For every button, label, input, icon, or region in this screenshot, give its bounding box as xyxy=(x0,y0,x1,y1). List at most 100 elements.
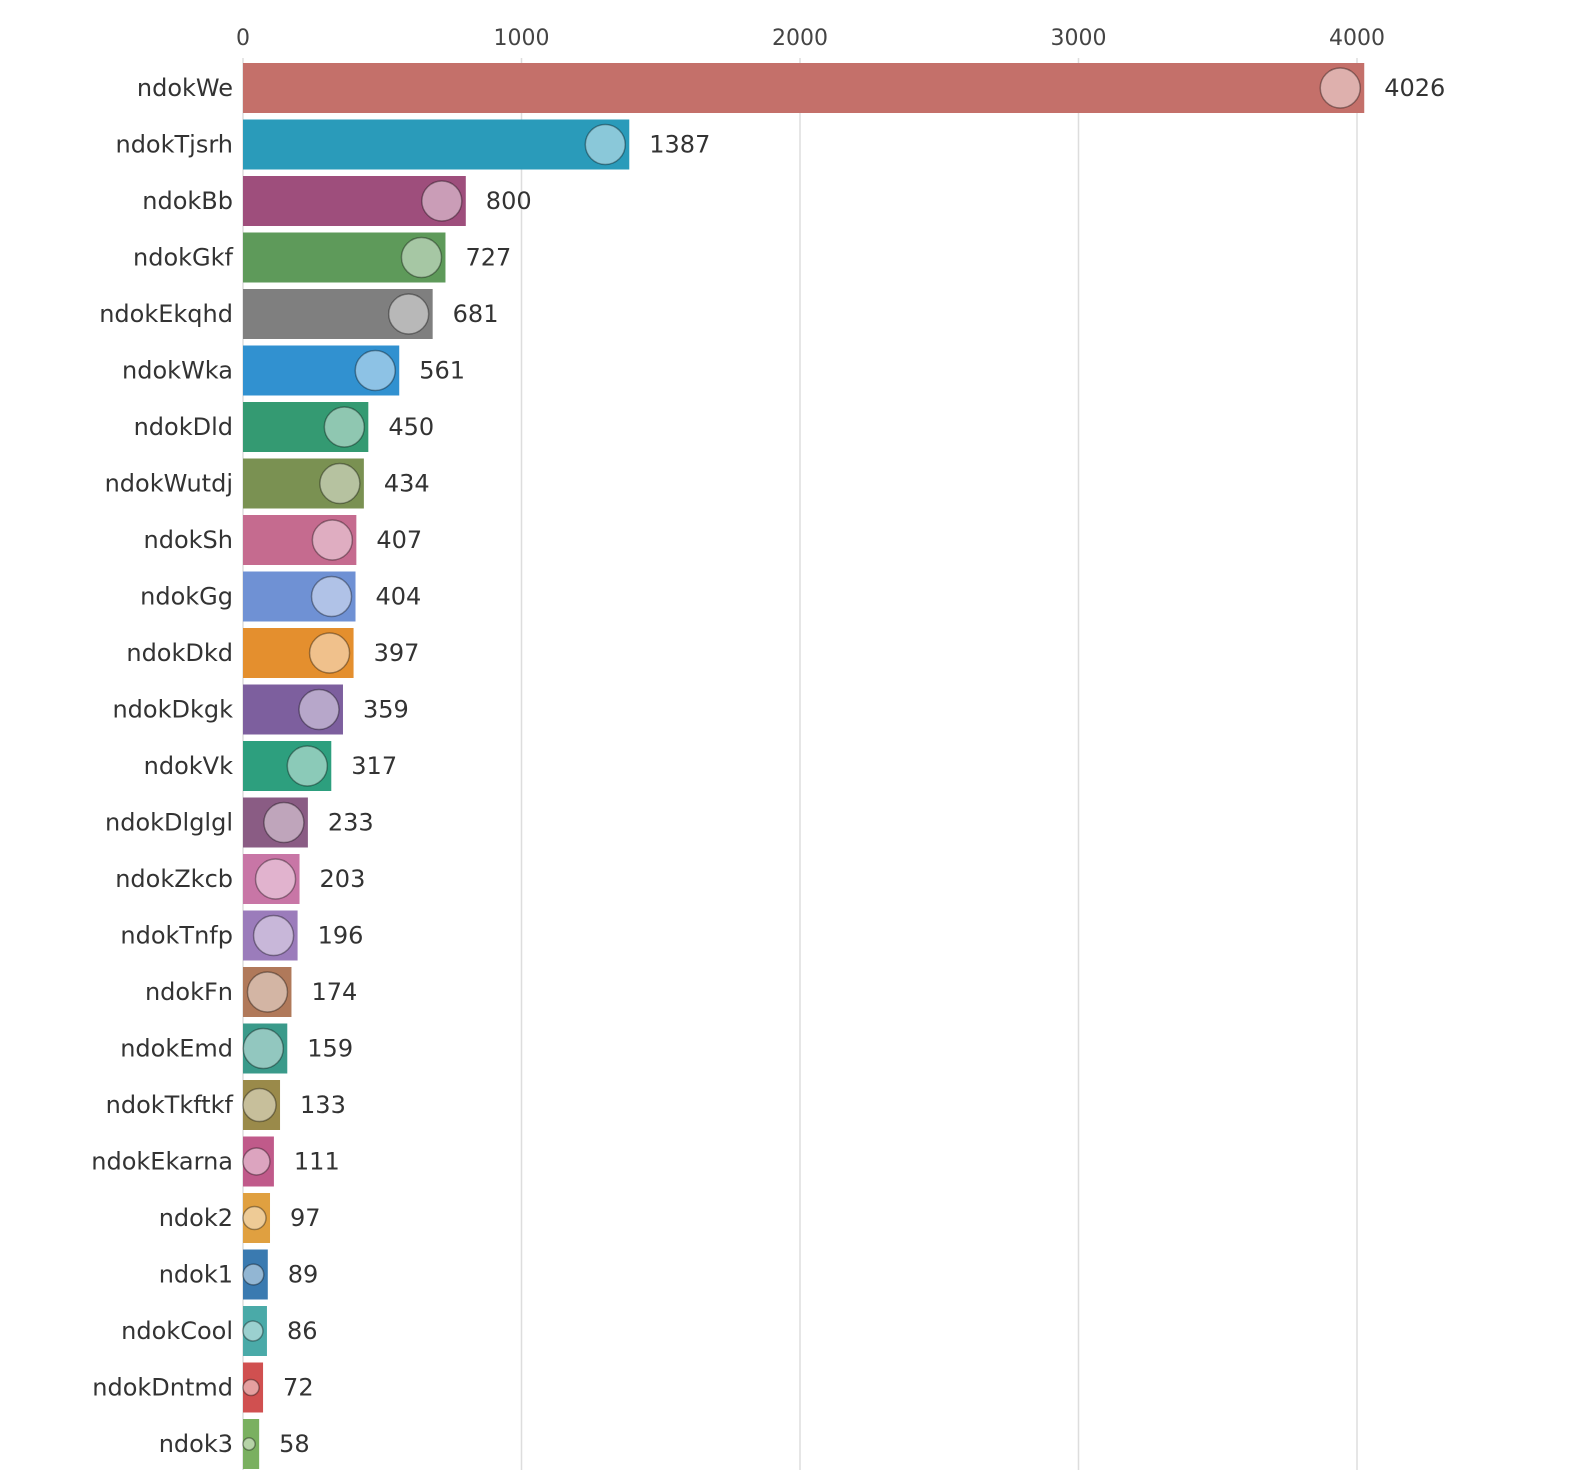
bar xyxy=(243,1023,288,1074)
category-label: ndokCool xyxy=(121,1317,233,1345)
emote-icon xyxy=(242,1205,267,1231)
category-label: ndokDntmd xyxy=(92,1374,233,1402)
value-label: 58 xyxy=(279,1430,310,1458)
emote-icon xyxy=(323,406,366,448)
bar xyxy=(243,910,298,961)
emote-icon xyxy=(242,1087,277,1123)
emote-icon xyxy=(308,632,351,674)
value-label: 727 xyxy=(465,244,511,272)
bar-row-ndokWka: ndokWka 561 xyxy=(122,345,465,396)
bar-row-ndokEmd: ndokEmd 159 xyxy=(120,1023,353,1074)
category-label: ndokWutdj xyxy=(105,470,233,498)
emote-icon xyxy=(242,1027,285,1070)
value-label: 89 xyxy=(288,1261,319,1289)
bar-row-ndokDld: ndokDld 450 xyxy=(134,402,434,452)
emote-icon xyxy=(310,575,353,618)
value-label: 800 xyxy=(486,187,532,215)
category-label: ndokBb xyxy=(142,187,233,215)
bar xyxy=(243,1249,268,1300)
bar xyxy=(243,1136,274,1187)
value-label: 174 xyxy=(311,978,357,1006)
bar-row-ndok3: ndok3 58 xyxy=(159,1419,310,1469)
bar-row-ndokDlglgl: ndokDlglgl 233 xyxy=(105,797,374,848)
emote-icon xyxy=(263,801,305,844)
bar-row-ndokWutdj: ndokWutdj 434 xyxy=(105,458,430,509)
bar-row-ndokDkd: ndokDkd 397 xyxy=(126,628,419,678)
emote-icon xyxy=(242,1437,256,1451)
x-tick-label: 1000 xyxy=(494,26,550,51)
emote-icon xyxy=(387,293,430,335)
category-label: ndokGg xyxy=(140,583,233,611)
value-label: 4026 xyxy=(1384,74,1445,102)
category-label: ndokDld xyxy=(134,413,233,441)
value-label: 72 xyxy=(283,1374,314,1402)
emote-icon xyxy=(311,519,354,561)
bar-row-ndokBb: ndokBb 800 xyxy=(142,176,532,226)
bar xyxy=(243,967,292,1017)
bar-row-ndokWe: ndokWe 4026 xyxy=(137,63,1445,113)
bar xyxy=(243,119,630,170)
value-label: 203 xyxy=(320,865,366,893)
category-label: ndokEkqhd xyxy=(99,300,233,328)
bar-row-ndokCool: ndokCool 86 xyxy=(121,1306,317,1356)
value-label: 317 xyxy=(351,752,397,780)
value-label: 111 xyxy=(294,1148,340,1176)
category-label: ndokEkarna xyxy=(91,1148,233,1176)
emote-icon xyxy=(286,745,329,787)
bar-row-ndok1: ndok1 89 xyxy=(159,1249,319,1300)
bar xyxy=(243,458,364,509)
bar xyxy=(243,797,308,848)
value-label: 407 xyxy=(376,526,422,554)
x-tick-label: 3000 xyxy=(1051,26,1107,51)
value-label: 397 xyxy=(374,639,420,667)
bar xyxy=(243,854,300,904)
x-axis-ticks: 0 1000 2000 3000 4000 xyxy=(236,26,1385,51)
emote-icon xyxy=(246,971,289,1013)
bar-row-ndokTjsrh: ndokTjsrh 1387 xyxy=(115,119,710,170)
bar xyxy=(243,628,354,678)
bar-row-ndok2: ndok2 97 xyxy=(159,1193,321,1243)
value-label: 86 xyxy=(287,1317,318,1345)
value-label: 450 xyxy=(388,413,434,441)
emote-icon xyxy=(354,349,396,392)
category-label: ndokDkd xyxy=(126,639,233,667)
bar xyxy=(243,1080,281,1130)
emote-icon xyxy=(421,180,463,222)
emote-icon xyxy=(1319,67,1361,109)
category-label: ndok3 xyxy=(159,1430,233,1458)
value-label: 196 xyxy=(318,922,364,950)
emote-icon xyxy=(400,236,443,279)
bar-row-ndokEkarna: ndokEkarna 111 xyxy=(91,1136,340,1187)
value-label: 1387 xyxy=(649,131,710,159)
category-label: ndok1 xyxy=(159,1261,233,1289)
value-label: 133 xyxy=(300,1091,346,1119)
bars: ndokWe 4026 ndokTjsrh 1387 ndokBb 800 ndokGkf 7… xyxy=(91,63,1445,1469)
value-label: 359 xyxy=(363,696,409,724)
bar-row-ndokDkgk: ndokDkgk 359 xyxy=(112,684,409,735)
category-label: ndokGkf xyxy=(133,244,234,272)
bar-row-ndokTnfp: ndokTnfp 196 xyxy=(120,910,364,961)
bar xyxy=(243,1306,267,1356)
value-label: 233 xyxy=(328,809,374,837)
bar xyxy=(243,63,1365,113)
x-tick-label: 2000 xyxy=(772,26,828,51)
bar xyxy=(243,1362,264,1413)
bar xyxy=(243,289,433,339)
bar xyxy=(243,232,446,283)
bar xyxy=(243,1419,260,1469)
emote-icon xyxy=(298,688,340,731)
emote-icon xyxy=(242,1320,264,1342)
bar-row-ndokGkf: ndokGkf 727 xyxy=(133,232,511,283)
emote-icon xyxy=(242,1147,271,1176)
value-label: 159 xyxy=(307,1035,353,1063)
emote-icon xyxy=(252,914,295,957)
bar-row-ndokGg: ndokGg 404 xyxy=(140,571,422,622)
value-label: 681 xyxy=(453,300,499,328)
bar-row-ndokTkftkf: ndokTkftkf 133 xyxy=(106,1080,346,1130)
emote-icon xyxy=(242,1263,265,1286)
bar-row-ndokFn: ndokFn 174 xyxy=(145,967,357,1017)
bar-row-ndokEkqhd: ndokEkqhd 681 xyxy=(99,289,498,339)
bar-row-ndokSh: ndokSh 407 xyxy=(144,515,422,565)
value-label: 404 xyxy=(376,583,422,611)
